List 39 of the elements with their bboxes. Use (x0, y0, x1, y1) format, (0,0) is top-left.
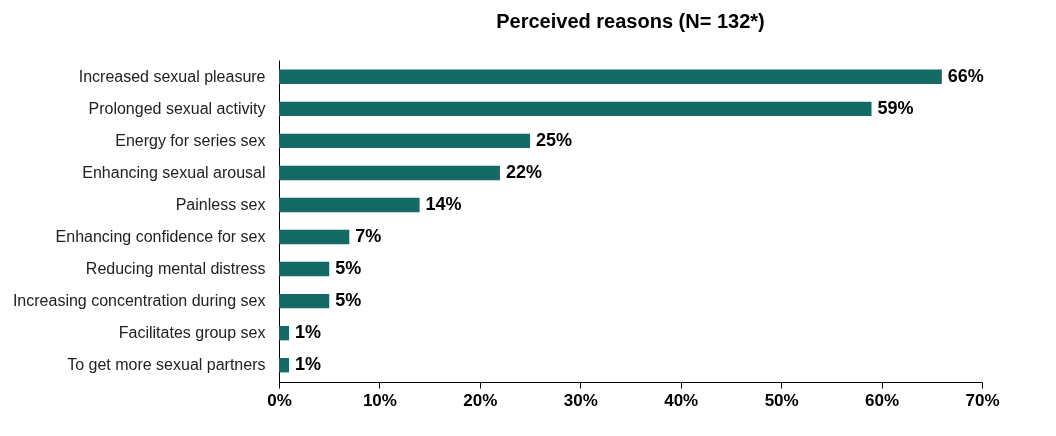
x-tick-label: 0% (267, 390, 292, 410)
bar (279, 101, 872, 117)
bar (279, 357, 290, 373)
bar (279, 229, 350, 245)
data-label: 1% (295, 322, 322, 343)
y-tick-label: Painless sex (175, 195, 266, 213)
x-tick-label: 30% (563, 390, 598, 410)
data-label: 66% (947, 65, 984, 86)
y-tick-label: Facilitates group sex (118, 324, 266, 342)
data-label: 7% (355, 226, 382, 247)
bar (279, 293, 330, 309)
x-tick-label: 70% (965, 390, 1000, 410)
y-tick-label: Enhancing sexual arousal (82, 163, 266, 181)
data-label: 25% (536, 129, 573, 150)
chart-title: Perceived reasons (N= 132*) (496, 10, 765, 32)
data-label: 22% (505, 161, 542, 182)
data-label: 1% (295, 354, 322, 375)
data-label: 59% (877, 97, 914, 118)
bar (279, 325, 290, 341)
bar (279, 69, 942, 85)
x-tick-label: 20% (463, 390, 498, 410)
y-tick-label: Energy for series sex (115, 131, 266, 149)
y-tick-label: Increased sexual pleasure (78, 67, 266, 85)
y-tick-label: Prolonged sexual activity (88, 99, 266, 117)
x-tick-label: 60% (865, 390, 900, 410)
bar (279, 261, 330, 277)
data-label: 14% (425, 193, 462, 214)
x-tick-label: 50% (764, 390, 799, 410)
y-tick-label: To get more sexual partners (67, 356, 266, 374)
y-tick-label: Reducing mental distress (85, 260, 266, 278)
y-tick-label: Increasing concentration during sex (12, 292, 266, 310)
x-tick-label: 40% (664, 390, 699, 410)
x-tick-label: 10% (362, 390, 397, 410)
bar (279, 133, 531, 149)
data-label: 5% (335, 258, 362, 279)
bar (279, 197, 420, 213)
y-tick-label: Enhancing confidence for sex (55, 228, 266, 246)
bar (279, 165, 500, 181)
data-label: 5% (335, 290, 362, 311)
